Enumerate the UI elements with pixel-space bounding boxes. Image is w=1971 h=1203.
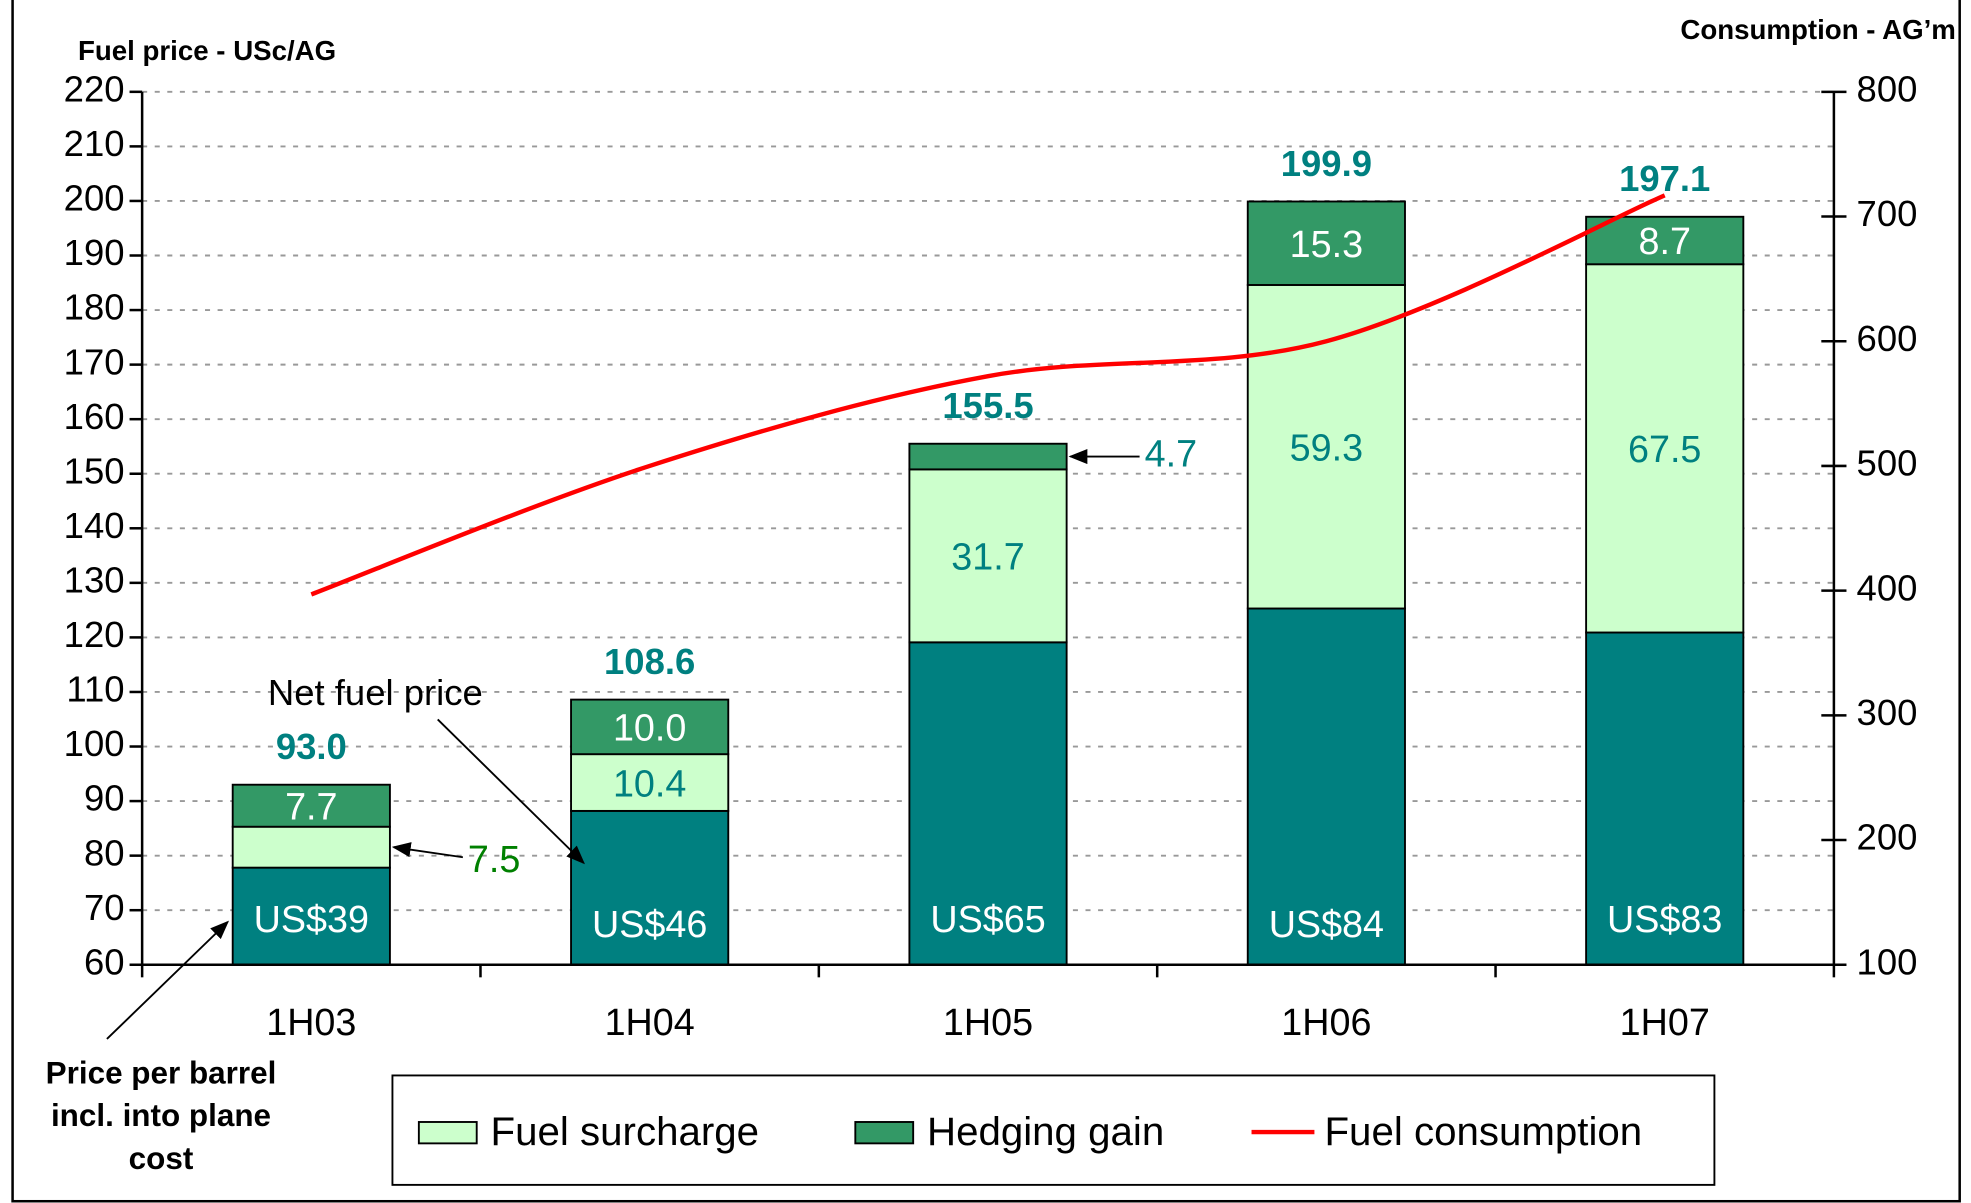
- legend-label: Hedging gain: [927, 1109, 1164, 1154]
- segment-label: 15.3: [1290, 223, 1363, 265]
- y-tick-label: 70: [84, 887, 125, 928]
- y2-tick-label: 500: [1857, 443, 1918, 484]
- y-tick-label: 120: [64, 614, 125, 655]
- legend-box: [391, 1074, 1716, 1186]
- segment-label: 59.3: [1290, 426, 1363, 468]
- barrel-price-label: US$39: [254, 898, 369, 940]
- y2-tick-label: 300: [1857, 692, 1918, 733]
- bar-segment: [570, 809, 730, 966]
- legend-swatch: [854, 1121, 915, 1145]
- segment-label: 7.5: [468, 838, 520, 880]
- y-tick-label: 100: [64, 723, 125, 764]
- y-tick-label: 160: [64, 396, 125, 437]
- segment-label: 10.0: [613, 707, 686, 749]
- x-tick-label: 1H07: [1620, 1001, 1710, 1043]
- bar-segment: [570, 753, 730, 812]
- total-label: 155.5: [942, 385, 1033, 426]
- y-tick-label: 60: [84, 941, 125, 982]
- annotation: Net fuel price: [268, 672, 483, 713]
- bar-segment: [570, 698, 730, 756]
- total-label: 93.0: [276, 726, 347, 767]
- y-axis-title: Fuel price - USc/AG: [78, 35, 336, 66]
- segment-label: 10.4: [613, 762, 686, 804]
- bar-segment: [908, 641, 1068, 966]
- bar-segment: [1246, 200, 1406, 286]
- y-tick-label: 210: [64, 123, 125, 164]
- barrel-note: Price per barrel incl. into plane cost: [46, 1056, 277, 1177]
- legend-label: Fuel surcharge: [491, 1109, 759, 1154]
- legend-label: Fuel consumption: [1324, 1109, 1642, 1154]
- y-tick-label: 200: [64, 178, 125, 219]
- bar-segment: [1246, 284, 1406, 610]
- y-tick-label: 150: [64, 450, 125, 491]
- y-tick-label: 170: [64, 341, 125, 382]
- segment-label: 31.7: [951, 536, 1024, 578]
- y2-tick-label: 200: [1857, 817, 1918, 858]
- barrel-price-label: US$46: [592, 903, 707, 945]
- x-tick-label: 1H05: [943, 1001, 1033, 1043]
- barrel-price-label: US$83: [1607, 898, 1722, 940]
- line-series: [310, 193, 1666, 597]
- y-tick-label: 190: [64, 232, 125, 273]
- y-tick-label: 220: [64, 68, 125, 109]
- barrel-price-label: US$84: [1269, 903, 1384, 945]
- y2-tick-label: 400: [1857, 567, 1918, 608]
- segment-label: 4.7: [1145, 433, 1197, 475]
- segment-label: 8.7: [1639, 220, 1691, 262]
- barrel-price-label: US$65: [930, 898, 1045, 940]
- bar-segment: [1585, 631, 1745, 966]
- segment-label: 7.7: [285, 785, 337, 827]
- y2-axis-title: Consumption - AG’m: [1680, 14, 1956, 45]
- y-tick-label: 90: [84, 778, 125, 819]
- bar-segment: [231, 825, 391, 869]
- y2-tick-label: 700: [1857, 193, 1918, 234]
- y-tick-label: 140: [64, 505, 125, 546]
- total-label: 197.1: [1619, 158, 1710, 199]
- y2-tick-label: 800: [1857, 68, 1918, 109]
- label-arrow: [391, 842, 464, 859]
- bar-segment: [231, 783, 391, 828]
- bar-segment: [1585, 263, 1745, 634]
- bar-segment: [1585, 215, 1745, 266]
- y2-tick-label: 600: [1857, 318, 1918, 359]
- bar-segment: [908, 442, 1068, 471]
- total-label: 108.6: [604, 641, 695, 682]
- annotation-arrow: [437, 718, 585, 865]
- y2-tick-label: 100: [1857, 941, 1918, 982]
- total-label: 199.9: [1281, 143, 1372, 184]
- y-tick-label: 110: [66, 669, 124, 710]
- y-tick-label: 80: [84, 832, 125, 873]
- bar-segment: [908, 468, 1068, 644]
- annotation-arrow: [106, 920, 230, 1040]
- x-tick-label: 1H04: [605, 1001, 695, 1043]
- segment-label: 67.5: [1628, 428, 1701, 470]
- y-tick-label: 130: [64, 559, 125, 600]
- y-tick-label: 180: [64, 287, 125, 328]
- bar-segment: [1246, 607, 1406, 966]
- x-tick-label: 1H06: [1281, 1001, 1371, 1043]
- legend-swatch: [417, 1121, 478, 1145]
- x-tick-label: 1H03: [266, 1001, 356, 1043]
- frame: [11, 0, 1961, 1203]
